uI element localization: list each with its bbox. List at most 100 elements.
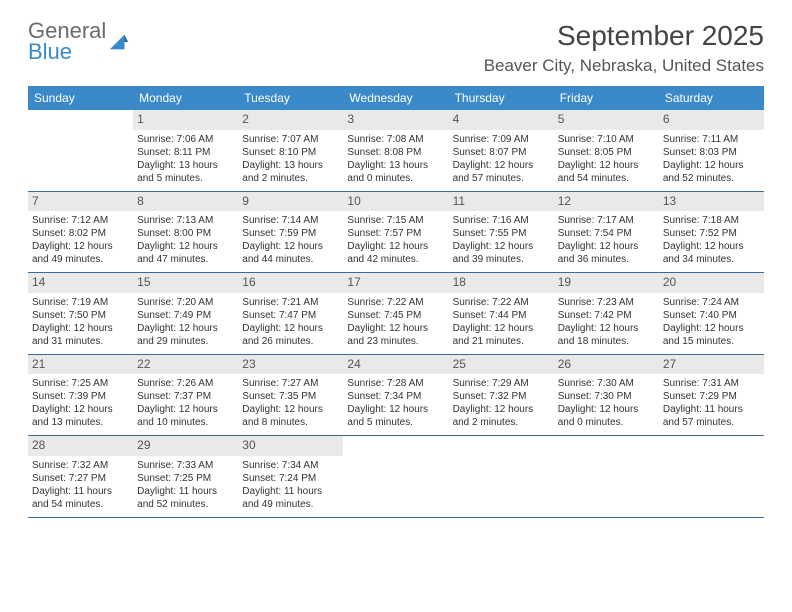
sunrise-text: Sunrise: 7:26 AM bbox=[137, 377, 234, 390]
title-block: September 2025 Beaver City, Nebraska, Un… bbox=[484, 20, 764, 76]
day-number: 24 bbox=[343, 355, 448, 375]
day-header-sun: Sunday bbox=[28, 86, 133, 110]
day-cell: 24Sunrise: 7:28 AMSunset: 7:34 PMDayligh… bbox=[343, 355, 448, 436]
sunrise-text: Sunrise: 7:17 AM bbox=[558, 214, 655, 227]
sunrise-text: Sunrise: 7:10 AM bbox=[558, 133, 655, 146]
sunrise-text: Sunrise: 7:21 AM bbox=[242, 296, 339, 309]
sunrise-text: Sunrise: 7:06 AM bbox=[137, 133, 234, 146]
sunrise-text: Sunrise: 7:15 AM bbox=[347, 214, 444, 227]
daylight-text: Daylight: 12 hours and 8 minutes. bbox=[242, 403, 339, 429]
daylight-text: Daylight: 13 hours and 2 minutes. bbox=[242, 159, 339, 185]
sunset-text: Sunset: 7:54 PM bbox=[558, 227, 655, 240]
day-cell: 10 Sunrise: 7:15 AMSunset: 7:57 PMDayligh… bbox=[343, 192, 448, 273]
sunset-text: Sunset: 7:35 PM bbox=[242, 390, 339, 403]
logo-word-blue: Blue bbox=[28, 41, 106, 63]
day-cell: 23Sunrise: 7:27 AMSunset: 7:35 PMDayligh… bbox=[238, 355, 343, 436]
day-number: 1 bbox=[133, 110, 238, 130]
sunset-text: Sunset: 8:02 PM bbox=[32, 227, 129, 240]
day-number: 16 bbox=[238, 273, 343, 293]
day-number: 30 bbox=[238, 436, 343, 456]
daylight-text: Daylight: 13 hours and 0 minutes. bbox=[347, 159, 444, 185]
day-cell: 4Sunrise: 7:09 AMSunset: 8:07 PMDaylight… bbox=[449, 110, 554, 191]
day-number: 22 bbox=[133, 355, 238, 375]
sunset-text: Sunset: 8:08 PM bbox=[347, 146, 444, 159]
daylight-text: Daylight: 12 hours and 21 minutes. bbox=[453, 322, 550, 348]
day-header-wed: Wednesday bbox=[343, 86, 448, 110]
daylight-text: Daylight: 11 hours and 57 minutes. bbox=[663, 403, 760, 429]
header: General Blue September 2025 Beaver City,… bbox=[28, 20, 764, 76]
daylight-text: Daylight: 11 hours and 54 minutes. bbox=[32, 485, 129, 511]
daylight-text: Daylight: 12 hours and 23 minutes. bbox=[347, 322, 444, 348]
daylight-text: Daylight: 12 hours and 49 minutes. bbox=[32, 240, 129, 266]
day-cell bbox=[449, 436, 554, 517]
sunset-text: Sunset: 8:10 PM bbox=[242, 146, 339, 159]
day-number: 5 bbox=[554, 110, 659, 130]
day-header-tue: Tuesday bbox=[238, 86, 343, 110]
day-cell: 15Sunrise: 7:20 AMSunset: 7:49 PMDayligh… bbox=[133, 273, 238, 354]
daylight-text: Daylight: 12 hours and 2 minutes. bbox=[453, 403, 550, 429]
day-header-row: Sunday Monday Tuesday Wednesday Thursday… bbox=[28, 86, 764, 110]
week-row: 28Sunrise: 7:32 AMSunset: 7:27 PMDayligh… bbox=[28, 436, 764, 518]
day-number: 7 bbox=[28, 192, 133, 212]
daylight-text: Daylight: 12 hours and 36 minutes. bbox=[558, 240, 655, 266]
sunset-text: Sunset: 7:24 PM bbox=[242, 472, 339, 485]
sunset-text: Sunset: 7:47 PM bbox=[242, 309, 339, 322]
sunset-text: Sunset: 8:03 PM bbox=[663, 146, 760, 159]
day-cell: 16Sunrise: 7:21 AMSunset: 7:47 PMDayligh… bbox=[238, 273, 343, 354]
sunset-text: Sunset: 7:34 PM bbox=[347, 390, 444, 403]
day-cell: 8Sunrise: 7:13 AMSunset: 8:00 PMDaylight… bbox=[133, 192, 238, 273]
day-header-sat: Saturday bbox=[659, 86, 764, 110]
sunset-text: Sunset: 7:57 PM bbox=[347, 227, 444, 240]
day-number: 12 bbox=[554, 192, 659, 212]
day-number: 3 bbox=[343, 110, 448, 130]
day-number: 10 bbox=[343, 192, 448, 212]
week-row: 1Sunrise: 7:06 AMSunset: 8:11 PMDaylight… bbox=[28, 110, 764, 192]
sunrise-text: Sunrise: 7:09 AM bbox=[453, 133, 550, 146]
day-cell: 5Sunrise: 7:10 AMSunset: 8:05 PMDaylight… bbox=[554, 110, 659, 191]
daylight-text: Daylight: 12 hours and 57 minutes. bbox=[453, 159, 550, 185]
day-header-mon: Monday bbox=[133, 86, 238, 110]
sunset-text: Sunset: 8:11 PM bbox=[137, 146, 234, 159]
day-cell: 28Sunrise: 7:32 AMSunset: 7:27 PMDayligh… bbox=[28, 436, 133, 517]
sunrise-text: Sunrise: 7:33 AM bbox=[137, 459, 234, 472]
daylight-text: Daylight: 13 hours and 5 minutes. bbox=[137, 159, 234, 185]
day-cell: 3Sunrise: 7:08 AMSunset: 8:08 PMDaylight… bbox=[343, 110, 448, 191]
day-cell: 19Sunrise: 7:23 AMSunset: 7:42 PMDayligh… bbox=[554, 273, 659, 354]
week-row: 14Sunrise: 7:19 AMSunset: 7:50 PMDayligh… bbox=[28, 273, 764, 355]
sunset-text: Sunset: 7:55 PM bbox=[453, 227, 550, 240]
daylight-text: Daylight: 12 hours and 44 minutes. bbox=[242, 240, 339, 266]
sunrise-text: Sunrise: 7:31 AM bbox=[663, 377, 760, 390]
daylight-text: Daylight: 12 hours and 15 minutes. bbox=[663, 322, 760, 348]
daylight-text: Daylight: 12 hours and 5 minutes. bbox=[347, 403, 444, 429]
sunrise-text: Sunrise: 7:32 AM bbox=[32, 459, 129, 472]
location-text: Beaver City, Nebraska, United States bbox=[484, 56, 764, 76]
day-cell: 12 Sunrise: 7:17 AMSunset: 7:54 PMDayligh… bbox=[554, 192, 659, 273]
day-cell: 22Sunrise: 7:26 AMSunset: 7:37 PMDayligh… bbox=[133, 355, 238, 436]
day-number: 25 bbox=[449, 355, 554, 375]
daylight-text: Daylight: 12 hours and 54 minutes. bbox=[558, 159, 655, 185]
sunrise-text: Sunrise: 7:24 AM bbox=[663, 296, 760, 309]
daylight-text: Daylight: 12 hours and 42 minutes. bbox=[347, 240, 444, 266]
sunset-text: Sunset: 7:32 PM bbox=[453, 390, 550, 403]
day-number: 2 bbox=[238, 110, 343, 130]
daylight-text: Daylight: 12 hours and 29 minutes. bbox=[137, 322, 234, 348]
day-number: 23 bbox=[238, 355, 343, 375]
day-number: 27 bbox=[659, 355, 764, 375]
weeks-container: 1Sunrise: 7:06 AMSunset: 8:11 PMDaylight… bbox=[28, 110, 764, 518]
day-cell: 26Sunrise: 7:30 AMSunset: 7:30 PMDayligh… bbox=[554, 355, 659, 436]
day-cell: 7Sunrise: 7:12 AMSunset: 8:02 PMDaylight… bbox=[28, 192, 133, 273]
sunrise-text: Sunrise: 7:16 AM bbox=[453, 214, 550, 227]
daylight-text: Daylight: 11 hours and 52 minutes. bbox=[137, 485, 234, 511]
day-cell: 29Sunrise: 7:33 AMSunset: 7:25 PMDayligh… bbox=[133, 436, 238, 517]
day-cell bbox=[28, 110, 133, 191]
sunset-text: Sunset: 7:25 PM bbox=[137, 472, 234, 485]
day-cell: 9Sunrise: 7:14 AMSunset: 7:59 PMDaylight… bbox=[238, 192, 343, 273]
day-cell: 20Sunrise: 7:24 AMSunset: 7:40 PMDayligh… bbox=[659, 273, 764, 354]
sunset-text: Sunset: 7:37 PM bbox=[137, 390, 234, 403]
daylight-text: Daylight: 12 hours and 34 minutes. bbox=[663, 240, 760, 266]
sunset-text: Sunset: 7:39 PM bbox=[32, 390, 129, 403]
day-cell: 27Sunrise: 7:31 AMSunset: 7:29 PMDayligh… bbox=[659, 355, 764, 436]
sunset-text: Sunset: 7:59 PM bbox=[242, 227, 339, 240]
day-cell: 17Sunrise: 7:22 AMSunset: 7:45 PMDayligh… bbox=[343, 273, 448, 354]
daylight-text: Daylight: 12 hours and 13 minutes. bbox=[32, 403, 129, 429]
